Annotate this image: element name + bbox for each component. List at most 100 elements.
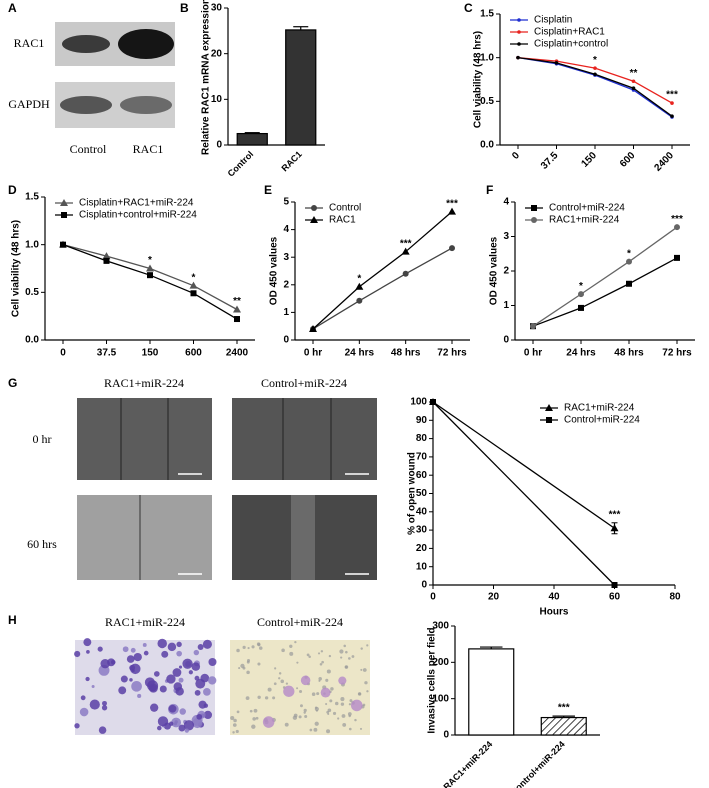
cell <box>314 706 318 709</box>
cell <box>303 708 307 712</box>
image-row-label: 60 hrs <box>27 537 57 551</box>
cell <box>348 714 351 718</box>
cell <box>362 703 366 707</box>
cell <box>258 646 263 650</box>
cell <box>272 696 276 700</box>
cell <box>102 700 107 706</box>
cell <box>188 670 193 675</box>
invasion-image <box>230 640 370 735</box>
cell <box>183 720 195 731</box>
y-axis-label: Cell viability (48 hrs) <box>473 31 484 128</box>
cell <box>80 695 86 701</box>
marker <box>554 61 559 65</box>
x-tick-label: 48 hrs <box>614 348 644 359</box>
y-tick-label: 0.0 <box>480 140 494 151</box>
cell <box>278 672 282 675</box>
marker <box>545 404 553 411</box>
y-tick-label: 2 <box>283 279 289 290</box>
marker <box>631 79 636 84</box>
image-row-label: 0 hr <box>33 432 52 446</box>
series-line <box>532 257 678 327</box>
cell <box>316 692 320 696</box>
cell <box>329 699 333 703</box>
annotation: ** <box>630 68 638 79</box>
cell <box>208 657 217 667</box>
cell <box>143 650 149 656</box>
cell <box>321 660 324 664</box>
marker <box>402 270 409 277</box>
cell <box>85 676 90 682</box>
marker <box>593 66 597 70</box>
cell <box>107 658 116 667</box>
legend-label: Cisplatin <box>534 15 572 26</box>
x-tick-label: RAC1 <box>279 149 303 173</box>
marker <box>310 216 318 223</box>
marker <box>674 254 680 261</box>
marker <box>233 305 241 313</box>
cell <box>313 727 318 732</box>
blot-band <box>118 29 174 59</box>
cell <box>83 638 92 647</box>
cell <box>340 656 343 659</box>
cell <box>179 708 186 715</box>
marker <box>61 212 67 218</box>
cell <box>273 682 277 686</box>
cell <box>122 646 129 653</box>
marker <box>674 224 680 231</box>
panel-label: D <box>8 183 17 197</box>
marker <box>189 281 198 289</box>
cell <box>120 675 128 683</box>
wound-gap <box>291 495 315 580</box>
cell <box>354 718 357 722</box>
marker <box>516 55 520 60</box>
cell <box>340 697 345 702</box>
cell <box>327 708 332 713</box>
annotation: * <box>627 248 631 259</box>
cell <box>126 655 135 663</box>
annotation: * <box>357 273 361 284</box>
cell <box>340 702 345 706</box>
x-tick-label: 24 hrs <box>345 348 375 359</box>
panel-label: E <box>264 183 272 197</box>
cell <box>362 668 367 672</box>
cell <box>350 699 363 712</box>
y-tick-label: 80 <box>416 433 428 444</box>
cell <box>257 662 261 666</box>
y-tick-label: 0 <box>283 335 289 346</box>
legend-label: Cisplatin+RAC1 <box>534 27 605 38</box>
wound-image <box>232 398 377 480</box>
cell <box>285 682 289 685</box>
marker <box>631 86 636 91</box>
cell <box>251 724 256 729</box>
cell <box>173 682 183 691</box>
annotation: *** <box>446 198 458 209</box>
cell <box>101 705 108 711</box>
marker <box>531 205 537 211</box>
cell <box>86 650 90 654</box>
marker <box>448 207 456 215</box>
cell <box>253 708 258 713</box>
cell <box>157 725 162 731</box>
cell <box>283 685 295 697</box>
cell <box>176 641 182 648</box>
cell <box>304 714 308 719</box>
cell <box>347 712 352 716</box>
marker <box>626 258 632 265</box>
cell <box>299 689 303 693</box>
x-tick-label: 37.5 <box>539 150 561 172</box>
series-line <box>432 401 615 529</box>
cell <box>168 704 177 713</box>
cell <box>338 676 347 685</box>
y-tick-label: 4 <box>503 197 509 208</box>
x-tick-label: 0 hr <box>304 348 322 359</box>
cell <box>366 644 369 647</box>
x-tick-label: 24 hrs <box>566 348 596 359</box>
y-tick-label: 10 <box>211 94 223 105</box>
x-tick-label: Control <box>226 149 256 179</box>
cell <box>325 678 329 682</box>
cell <box>246 670 250 675</box>
cell <box>357 692 362 696</box>
y-tick-label: 3 <box>283 252 289 263</box>
cell <box>255 716 259 720</box>
